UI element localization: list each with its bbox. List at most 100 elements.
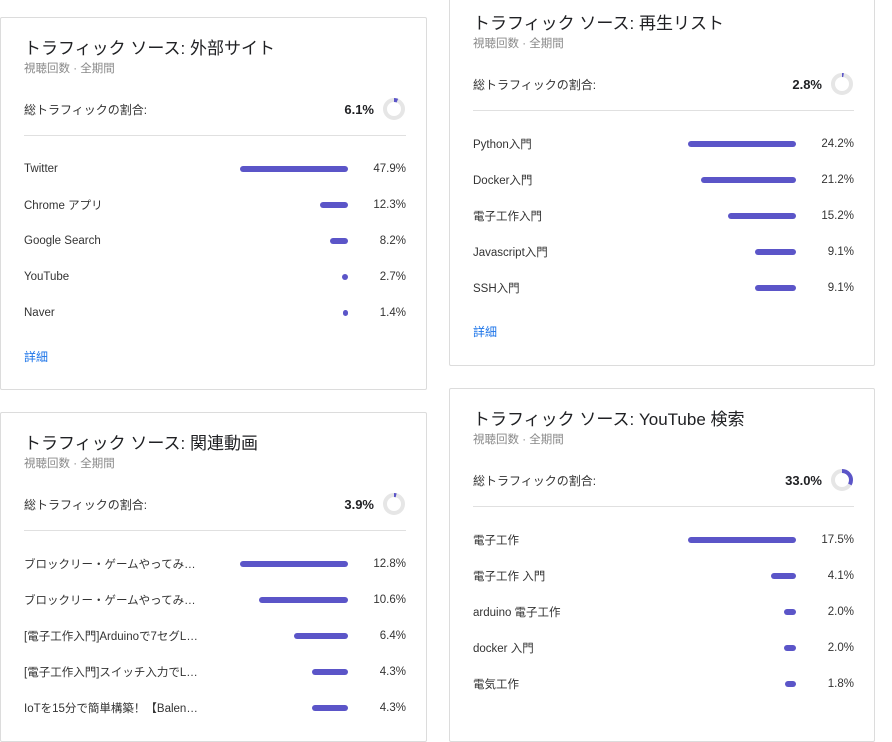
source-row[interactable]: ブロックリー・ゲームやってみ… 12.8% [24, 546, 406, 582]
share-bar-track [653, 248, 796, 256]
share-bar-track [204, 560, 348, 568]
source-label: Twitter [24, 163, 58, 175]
source-row[interactable]: [電子工作入門]スイッチ入力でLE… 4.3% [24, 654, 406, 690]
share-bar [755, 285, 796, 291]
source-share-value: 4.3% [379, 666, 406, 678]
total-share-label: 総トラフィックの割合: [24, 497, 148, 512]
share-bar [312, 705, 348, 711]
source-share-value: 17.5% [821, 534, 854, 546]
card-title: トラフィック ソース: 再生リスト [473, 14, 724, 33]
share-bar-track [204, 596, 348, 604]
source-row[interactable]: Javascript入門 9.1% [473, 234, 854, 270]
source-row[interactable]: Chrome アプリ 12.3% [24, 187, 406, 223]
share-bar-track [653, 140, 796, 148]
source-label: Docker入門 [473, 175, 533, 187]
total-share-row: 総トラフィックの割合: 3.9% [24, 489, 406, 519]
source-share-value: 2.7% [379, 271, 406, 283]
card-title: トラフィック ソース: YouTube 検索 [473, 410, 745, 429]
share-bar [240, 166, 348, 172]
source-row[interactable]: Python入門 24.2% [473, 126, 854, 162]
card-title: トラフィック ソース: 関連動画 [24, 434, 258, 453]
source-label: [電子工作入門]Arduinoで7セグL… [24, 631, 198, 643]
divider [473, 110, 854, 111]
source-row[interactable]: 電子工作 17.5% [473, 522, 854, 558]
source-row[interactable]: 電子工作 入門 4.1% [473, 558, 854, 594]
source-label: 電子工作入門 [473, 211, 542, 223]
divider [24, 135, 406, 136]
share-bar [342, 274, 348, 280]
source-list: 電子工作 17.5% 電子工作 入門 4.1% arduino 電子工作 2.0% dock… [473, 522, 854, 702]
source-label: Google Search [24, 235, 101, 247]
source-label: 電子工作 入門 [473, 571, 546, 583]
share-bar-track [204, 704, 348, 712]
card-external-sites: トラフィック ソース: 外部サイト 視聴回数 · 全期間 総トラフィックの割合:… [0, 17, 427, 390]
source-row[interactable]: 電気工作 1.8% [473, 666, 854, 702]
source-row[interactable]: Google Search 8.2% [24, 223, 406, 259]
source-row[interactable]: Naver 1.4% [24, 295, 406, 331]
source-row[interactable]: 電子工作入門 15.2% [473, 198, 854, 234]
source-label: SSH入門 [473, 283, 520, 295]
source-share-value: 15.2% [821, 210, 854, 222]
share-bar-track [653, 608, 796, 616]
source-row[interactable]: arduino 電子工作 2.0% [473, 594, 854, 630]
share-bar-track [204, 201, 348, 209]
source-row[interactable]: [電子工作入門]Arduinoで7セグL… 6.4% [24, 618, 406, 654]
source-row[interactable]: IoTを15分で簡単構築！【Balena… 4.3% [24, 690, 406, 726]
share-bar [784, 609, 796, 615]
donut-arc [831, 73, 853, 95]
source-label: ブロックリー・ゲームやってみ… [24, 595, 196, 607]
share-bar [755, 249, 796, 255]
source-label: IoTを15分で簡単構築！【Balena… [24, 703, 204, 715]
donut-track [383, 98, 405, 120]
source-label: 電子工作 [473, 535, 519, 547]
source-row[interactable]: docker 入門 2.0% [473, 630, 854, 666]
total-share-value: 33.0% [785, 472, 822, 488]
share-bar-track [653, 536, 796, 544]
donut-track [831, 73, 853, 95]
source-row[interactable]: SSH入門 9.1% [473, 270, 854, 306]
total-share-label: 総トラフィックの割合: [473, 473, 597, 488]
share-bar [294, 633, 348, 639]
card-youtube-search: トラフィック ソース: YouTube 検索 視聴回数 · 全期間 総トラフィッ… [449, 388, 875, 742]
source-share-value: 9.1% [827, 246, 854, 258]
share-bar-track [204, 237, 348, 245]
card-subtitle: 視聴回数 · 全期間 [24, 63, 115, 75]
source-row[interactable]: Docker入門 21.2% [473, 162, 854, 198]
donut-chart-icon [831, 73, 853, 95]
share-bar-track [204, 668, 348, 676]
total-share-value: 6.1% [344, 101, 374, 117]
share-bar-track [653, 572, 796, 580]
source-label: YouTube [24, 271, 70, 283]
share-bar [728, 213, 796, 219]
share-bar [784, 645, 796, 651]
share-bar-track [653, 284, 796, 292]
source-label: Naver [24, 307, 55, 319]
source-share-value: 12.3% [373, 199, 406, 211]
source-label: 電気工作 [473, 679, 519, 691]
source-share-value: 24.2% [821, 138, 854, 150]
share-bar-track [204, 309, 348, 317]
donut-chart-icon [831, 469, 853, 491]
share-bar [312, 669, 348, 675]
share-bar [240, 561, 348, 567]
source-row[interactable]: Twitter 47.9% [24, 151, 406, 187]
source-label: arduino 電子工作 [473, 607, 561, 619]
source-row[interactable]: YouTube 2.7% [24, 259, 406, 295]
source-row[interactable]: ブロックリー・ゲームやってみ… 10.6% [24, 582, 406, 618]
share-bar [343, 310, 348, 316]
total-share-label: 総トラフィックの割合: [24, 102, 148, 117]
details-link[interactable]: 詳細 [473, 325, 498, 339]
source-label: ブロックリー・ゲームやってみ… [24, 559, 196, 571]
source-share-value: 47.9% [373, 163, 406, 175]
source-label: docker 入門 [473, 643, 534, 655]
source-list: Twitter 47.9% Chrome アプリ 12.3% Google Search… [24, 151, 406, 331]
card-playlists: トラフィック ソース: 再生リスト 視聴回数 · 全期間 総トラフィックの割合:… [449, 0, 875, 366]
share-bar [701, 177, 796, 183]
card-related-videos: トラフィック ソース: 関連動画 視聴回数 · 全期間 総トラフィックの割合: … [0, 412, 427, 742]
details-link[interactable]: 詳細 [24, 350, 49, 364]
share-bar [320, 202, 348, 208]
card-subtitle: 視聴回数 · 全期間 [473, 38, 564, 50]
source-share-value: 9.1% [827, 282, 854, 294]
donut-arc [831, 469, 853, 491]
share-bar [688, 537, 796, 543]
